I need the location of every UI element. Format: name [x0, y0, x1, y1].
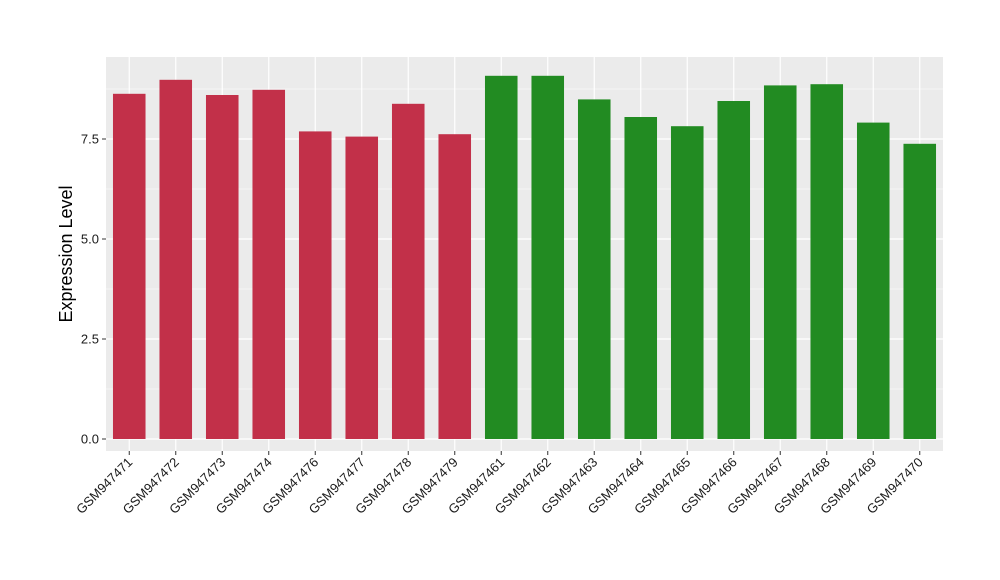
y-tick-label: 0.0	[81, 432, 99, 447]
bar-GSM947478	[391, 103, 425, 440]
bar-GSM947476	[298, 131, 332, 439]
bar-GSM947471	[112, 93, 146, 440]
y-tick-label: 7.5	[81, 132, 99, 147]
bar-GSM947474	[252, 89, 286, 440]
y-tick-label: 2.5	[81, 332, 99, 347]
bar-GSM947464	[624, 117, 658, 439]
y-axis-title: Expression Level	[56, 185, 76, 322]
y-tick-label: 5.0	[81, 232, 99, 247]
y-axis-ticks: 0.0 2.5 5.0 7.5	[81, 132, 106, 447]
bar-GSM947467	[763, 85, 797, 440]
bars	[112, 75, 937, 440]
bar-GSM947461	[484, 75, 518, 440]
x-axis-ticks: GSM947471GSM947472GSM947473GSM947474GSM9…	[73, 451, 926, 517]
bar-GSM947479	[438, 134, 472, 439]
plot-panel	[106, 57, 943, 451]
bar-GSM947477	[345, 136, 379, 439]
bar-GSM947466	[717, 101, 751, 439]
bar-GSM947463	[577, 99, 611, 440]
bar-GSM947462	[531, 75, 565, 440]
bar-GSM947469	[856, 122, 890, 439]
bar-GSM947472	[159, 79, 193, 440]
minor-gridlines	[106, 88, 943, 390]
bar-GSM947465	[670, 126, 704, 439]
bar-GSM947470	[903, 143, 937, 440]
bar-GSM947473	[205, 95, 239, 439]
bar-GSM947468	[810, 84, 844, 439]
